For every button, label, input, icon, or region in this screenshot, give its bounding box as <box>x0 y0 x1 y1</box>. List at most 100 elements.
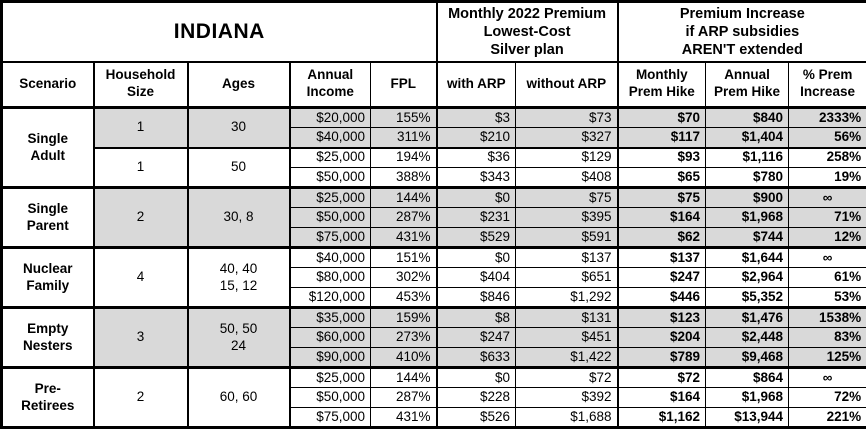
income-cell: $25,000 <box>288 146 371 168</box>
annual-hike-cell: $2,964 <box>705 267 790 288</box>
income-cell: $50,000 <box>288 207 371 228</box>
fpl-cell: 410% <box>369 347 438 368</box>
with-arp-cell: $404 <box>435 267 517 288</box>
monthly-hike-cell: $204 <box>616 327 707 348</box>
pct-increase-cell: 53% <box>788 287 866 308</box>
ages-cell: 40, 40 15, 12 <box>186 246 290 308</box>
monthly-hike-cell: $123 <box>616 306 707 328</box>
annual-hike-cell: $1,476 <box>705 306 790 328</box>
pct-increase-cell: 71% <box>788 207 866 228</box>
without-arp-cell: $451 <box>515 327 619 348</box>
fpl-cell: 453% <box>369 287 438 308</box>
monthly-hike-cell: $164 <box>616 207 707 228</box>
with-arp-cell: $633 <box>435 347 517 368</box>
fpl-cell: 273% <box>369 327 438 348</box>
without-arp-cell: $72 <box>515 366 619 388</box>
income-cell: $50,000 <box>288 387 371 408</box>
table-row: $50,000 287% $228 $392 $164 $1,968 72% <box>2 387 866 408</box>
without-arp-cell: $131 <box>515 306 619 328</box>
table-title: INDIANA <box>0 1 438 63</box>
monthly-hike-cell: $137 <box>616 246 707 268</box>
fpl-cell: 431% <box>369 407 438 428</box>
income-cell: $25,000 <box>288 366 371 388</box>
pct-increase-cell: 72% <box>788 387 866 408</box>
ages-cell: 50, 50 24 <box>186 306 290 368</box>
household-size-cell: 1 <box>92 106 188 148</box>
pct-increase-cell: 258% <box>788 146 866 168</box>
with-arp-cell: $247 <box>435 327 517 348</box>
without-arp-cell: $73 <box>515 106 619 128</box>
table-row: Single Parent 2 30, 8 $25,000 144% $0 $75 $75 $9… <box>1 186 866 248</box>
pct-increase-cell: 221% <box>788 407 866 428</box>
without-arp-cell: $1,292 <box>515 287 619 308</box>
scenario-cell: Nuclear Family <box>1 246 94 308</box>
household-size-cell: 2 <box>92 186 188 248</box>
table-body: Single Adult 1 30 $20,000 155% $3 $73 $70 $840 23… <box>1 106 866 428</box>
without-arp-cell: $591 <box>515 227 619 248</box>
scenario-cell: Pre- Retirees <box>1 366 94 428</box>
fpl-cell: 159% <box>369 306 438 328</box>
fpl-cell: 287% <box>369 207 438 228</box>
table-row: Pre- Retirees 2 60, 60 $25,000 144% $0 $72 $72 $… <box>1 366 866 428</box>
with-arp-cell: $8 <box>435 306 517 328</box>
column-header-household-size: Household Size <box>92 61 188 109</box>
annual-hike-cell: $1,968 <box>705 207 790 228</box>
monthly-hike-cell: $446 <box>616 287 707 308</box>
annual-hike-cell: $1,404 <box>705 127 790 148</box>
fpl-cell: 144% <box>369 366 438 388</box>
without-arp-cell: $392 <box>515 387 619 408</box>
without-arp-cell: $408 <box>515 167 619 188</box>
income-cell: $120,000 <box>288 287 371 308</box>
income-cell: $75,000 <box>288 227 371 248</box>
table-row: 1 50 $25,000 194% $36 $129 $93 $1,116 258% <box>2 146 866 188</box>
column-header-with-arp: with ARP <box>435 61 517 109</box>
table-row: $75,000 431% $529 $591 $62 $744 12% <box>2 227 866 248</box>
table-row: $60,000 273% $247 $451 $204 $2,448 83% <box>2 327 866 348</box>
without-arp-cell: $129 <box>515 146 619 168</box>
without-arp-cell: $327 <box>515 127 619 148</box>
column-header-annual-income: Annual Income <box>288 61 371 109</box>
annual-hike-cell: $5,352 <box>705 287 790 308</box>
monthly-hike-cell: $93 <box>616 146 707 168</box>
with-arp-cell: $529 <box>435 227 517 248</box>
annual-hike-cell: $13,944 <box>705 407 790 428</box>
pct-increase-cell: 125% <box>788 347 866 368</box>
annual-hike-cell: $1,644 <box>705 246 790 268</box>
income-cell: $35,000 <box>288 306 371 328</box>
annual-hike-cell: $780 <box>705 167 790 188</box>
with-arp-cell: $3 <box>435 106 517 128</box>
income-cell: $90,000 <box>288 347 371 368</box>
fpl-cell: 287% <box>369 387 438 408</box>
premium-group-header: Monthly 2022 Premium Lowest-Cost Silver … <box>435 1 619 63</box>
without-arp-cell: $137 <box>515 246 619 268</box>
fpl-cell: 431% <box>369 227 438 248</box>
table-row: $50,000 287% $231 $395 $164 $1,968 71% <box>2 207 866 228</box>
pct-increase-cell: 1538% <box>788 306 866 328</box>
household-size-cell: 2 <box>92 366 188 428</box>
with-arp-cell: $526 <box>435 407 517 428</box>
without-arp-cell: $75 <box>515 186 619 208</box>
column-header-ages: Ages <box>186 61 290 109</box>
pct-increase-cell: 2333% <box>788 106 866 128</box>
with-arp-cell: $210 <box>435 127 517 148</box>
monthly-hike-cell: $1,162 <box>616 407 707 428</box>
increase-group-header: Premium Increase if ARP subsidies AREN'T… <box>616 1 866 63</box>
table-row: Nuclear Family 4 40, 40 15, 12 $40,000 151% $… <box>1 246 866 308</box>
fpl-cell: 151% <box>369 246 438 268</box>
monthly-hike-cell: $117 <box>616 127 707 148</box>
income-cell: $25,000 <box>288 186 371 208</box>
table-row: $40,000 311% $210 $327 $117 $1,404 56% <box>2 127 866 148</box>
table-row: $90,000 410% $633 $1,422 $789 $9,468 125% <box>2 347 866 368</box>
income-cell: $40,000 <box>288 246 371 268</box>
scenario-cell: Empty Nesters <box>1 306 94 368</box>
annual-hike-cell: $840 <box>705 106 790 128</box>
table-row: Single Adult 1 30 $20,000 155% $3 $73 $70 $840 23… <box>1 106 866 188</box>
with-arp-cell: $36 <box>435 146 517 168</box>
column-header-without-arp: without ARP <box>515 61 619 109</box>
without-arp-cell: $1,688 <box>515 407 619 428</box>
annual-hike-cell: $1,968 <box>705 387 790 408</box>
scenario-cell: Single Parent <box>1 186 94 248</box>
pct-increase-cell: ∞ <box>788 366 866 388</box>
monthly-hike-cell: $62 <box>616 227 707 248</box>
